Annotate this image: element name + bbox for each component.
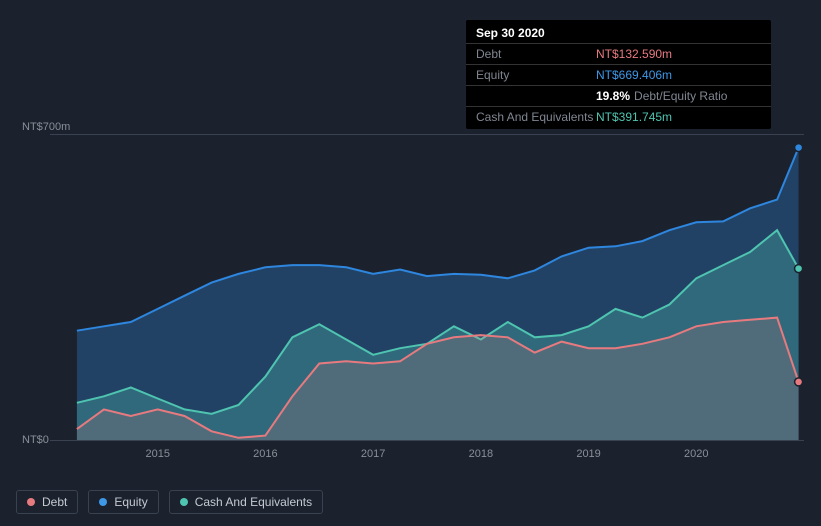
x-axis-tick: 2018 — [469, 448, 493, 460]
tooltip-row-cash: Cash And Equivalents NT$391.745m — [466, 106, 771, 127]
x-axis-tick: 2019 — [576, 448, 600, 460]
y-axis-tick: NT$0 — [22, 434, 49, 446]
x-axis-tick: 2020 — [684, 448, 708, 460]
tooltip-row-ratio: 19.8% Debt/Equity Ratio — [466, 85, 771, 106]
x-axis-tick: 2017 — [361, 448, 385, 460]
chart-legend: Debt Equity Cash And Equivalents — [16, 490, 323, 514]
tooltip-value: NT$132.590m — [596, 47, 672, 61]
tooltip-ratio: 19.8% — [596, 89, 630, 103]
legend-dot-icon — [99, 498, 107, 506]
tooltip-row-debt: Debt NT$132.590m — [466, 43, 771, 64]
tooltip-row-equity: Equity NT$669.406m — [466, 64, 771, 85]
legend-item-debt[interactable]: Debt — [16, 490, 78, 514]
tooltip-label: Equity — [476, 68, 596, 82]
legend-item-equity[interactable]: Equity — [88, 490, 158, 514]
grid-line — [50, 440, 804, 441]
tooltip-date: Sep 30 2020 — [466, 22, 771, 43]
tooltip-ratio-label: Debt/Equity Ratio — [634, 89, 727, 103]
chart-tooltip: Sep 30 2020 Debt NT$132.590m Equity NT$6… — [466, 20, 771, 129]
y-axis-tick: NT$700m — [22, 121, 70, 133]
tooltip-value: NT$391.745m — [596, 110, 672, 124]
legend-label: Equity — [114, 495, 147, 509]
x-axis-tick: 2015 — [145, 448, 169, 460]
legend-label: Cash And Equivalents — [195, 495, 312, 509]
legend-item-cash[interactable]: Cash And Equivalents — [169, 490, 323, 514]
tooltip-label: Cash And Equivalents — [476, 110, 596, 124]
legend-label: Debt — [42, 495, 67, 509]
tooltip-label — [476, 89, 596, 103]
debt-equity-chart[interactable]: NT$700m NT$0 2015 2016 2017 2018 2019 2020 — [16, 120, 805, 470]
x-axis-tick: 2016 — [253, 448, 277, 460]
legend-dot-icon — [180, 498, 188, 506]
tooltip-label: Debt — [476, 47, 596, 61]
tooltip-value: NT$669.406m — [596, 68, 672, 82]
chart-plot-area — [50, 134, 804, 440]
legend-dot-icon — [27, 498, 35, 506]
